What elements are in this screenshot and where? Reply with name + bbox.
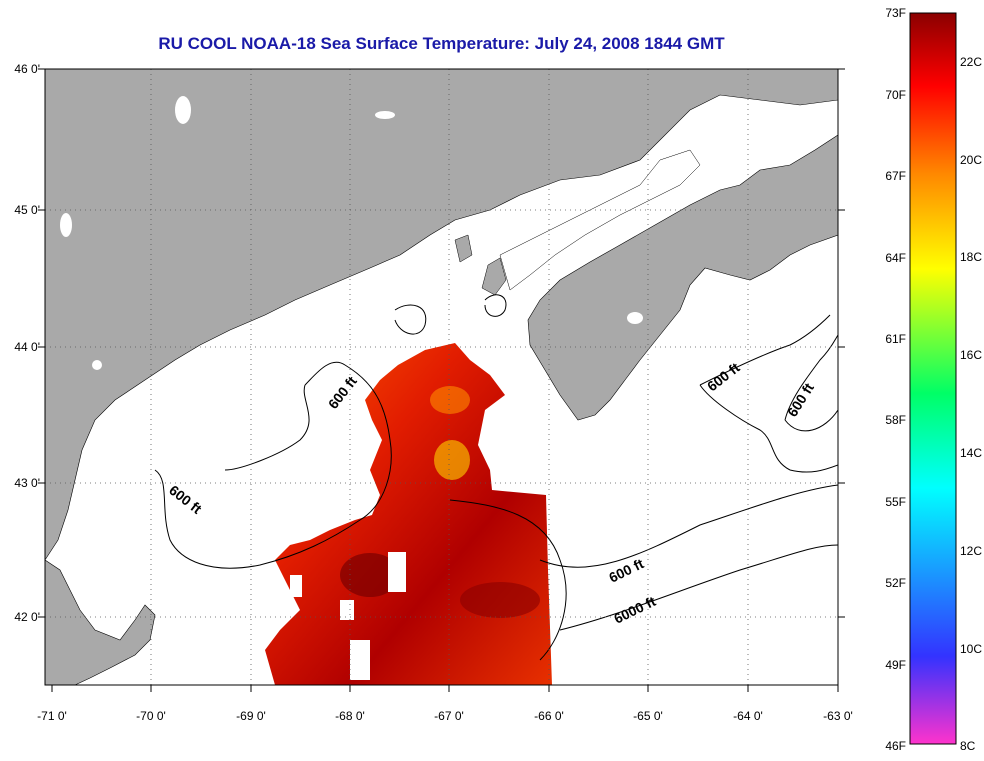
lon-label: -63 0' <box>823 709 853 723</box>
lat-label: 44 0' <box>14 340 40 354</box>
lon-label: -70 0' <box>136 709 166 723</box>
lon-label: -67 0' <box>434 709 464 723</box>
island-1 <box>454 234 473 263</box>
lon-label: -65 0' <box>633 709 663 723</box>
cloud-gap-3 <box>350 640 370 680</box>
lon-label: -71 0' <box>37 709 67 723</box>
longitude-labels: -71 0' -70 0' -69 0' -68 0' -67 0' -66 0… <box>37 709 853 723</box>
lake-1 <box>175 96 191 124</box>
lat-label: 43 0' <box>14 476 40 490</box>
cloud-gap-4 <box>290 575 302 597</box>
sst-cool-spot <box>434 440 470 480</box>
land-mainland <box>45 69 838 561</box>
lon-label: -68 0' <box>335 709 365 723</box>
sst-warm-spot-2 <box>460 582 540 618</box>
map-frame <box>44 68 839 686</box>
cloud-gap-2 <box>340 600 354 620</box>
lat-label: 46 0' <box>14 62 40 76</box>
frame-ticks <box>38 68 845 692</box>
island-2 <box>481 257 507 296</box>
lake-5 <box>627 312 643 324</box>
cloud-gap-1 <box>388 552 406 592</box>
bay-of-fundy <box>499 149 701 291</box>
land-cape-cod <box>45 559 156 685</box>
lat-label: 42 0' <box>14 610 40 624</box>
lon-label: -66 0' <box>534 709 564 723</box>
lon-label: -69 0' <box>236 709 266 723</box>
map-title: RU COOL NOAA-18 Sea Surface Temperature:… <box>158 34 725 53</box>
lake-3 <box>92 360 102 370</box>
graticule <box>45 69 838 685</box>
lat-label: 45 0' <box>14 203 40 217</box>
lon-label: -64 0' <box>733 709 763 723</box>
lake-4 <box>375 111 395 119</box>
sst-cool-spot-2 <box>430 386 470 414</box>
lake-2 <box>60 213 72 237</box>
sst-warm-spot-1 <box>340 553 400 597</box>
land-nova-scotia <box>527 134 838 421</box>
latitude-labels: 46 0' 45 0' 44 0' 43 0' 42 0' <box>14 62 40 624</box>
depth-contours <box>154 294 838 661</box>
